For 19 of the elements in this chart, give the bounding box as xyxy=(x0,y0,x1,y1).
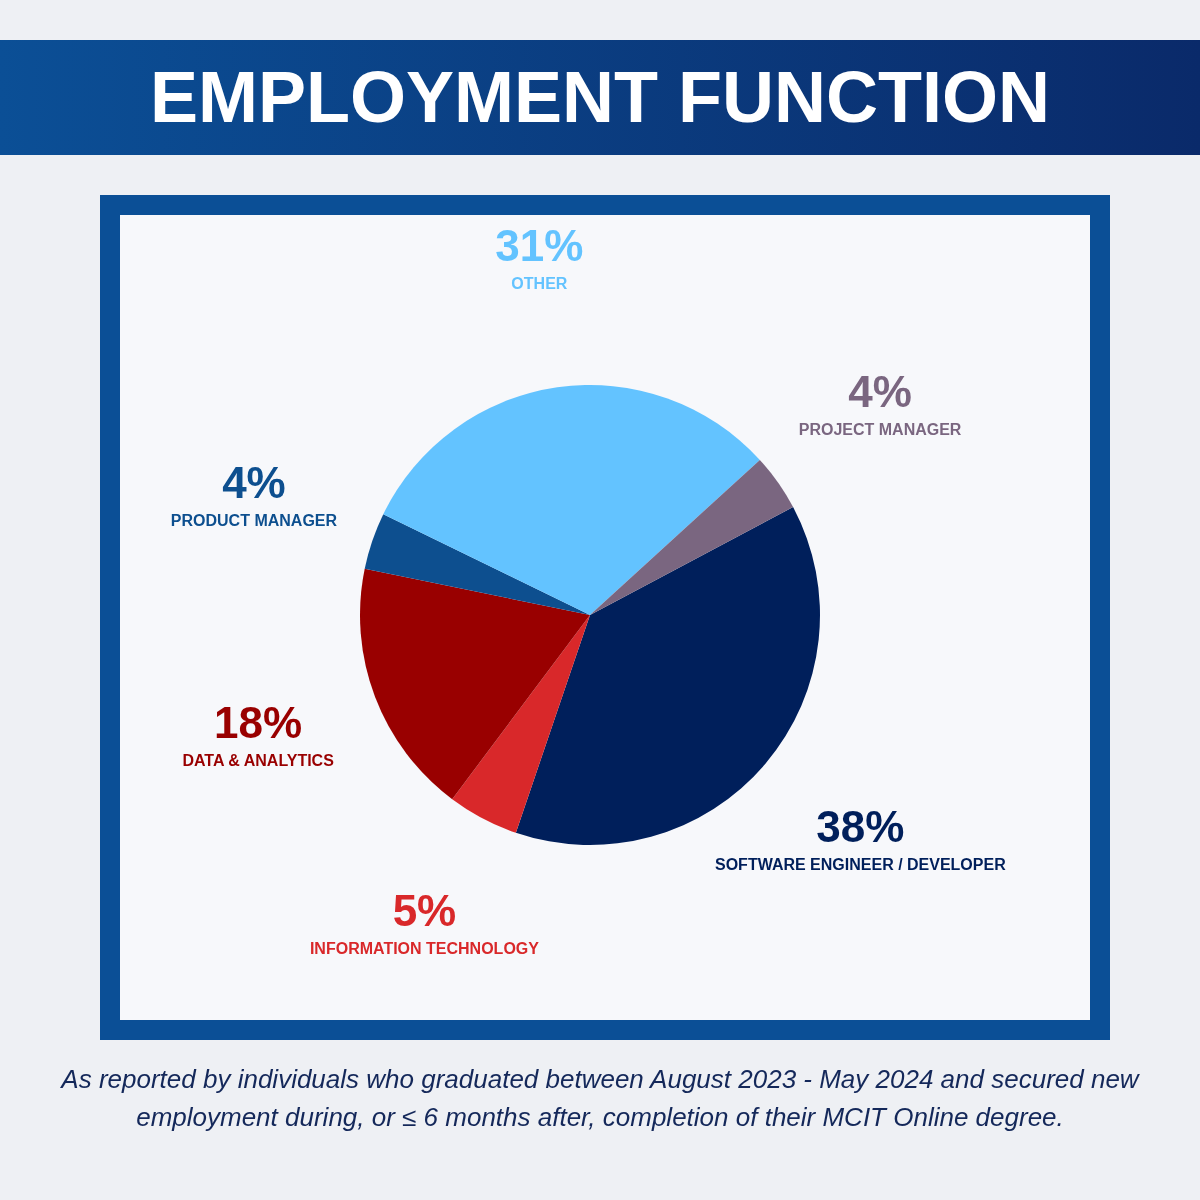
text: As reported by individuals who graduated between August 2023 - May 2024 and secured new employment during, or ≤ 6 months after, completion of their MCIT Online degree. xyxy=(59,1063,1141,1134)
data-label: 31% xyxy=(495,220,584,270)
pie-slice xyxy=(452,615,590,833)
data-label: 4% xyxy=(848,367,912,417)
pie-slice xyxy=(383,385,760,615)
slice-label: PRODUCT MANAGER xyxy=(170,511,338,529)
data-label: 5% xyxy=(392,886,457,936)
slice-label: PROJECT MANAGER xyxy=(798,421,962,439)
data-label: 4% xyxy=(222,457,286,507)
slice-label: SOFTWARE ENGINEER / DEVELOPER xyxy=(714,856,1007,874)
slice-label: OTHER xyxy=(511,274,568,292)
pie-slice xyxy=(590,459,794,615)
slice-label: DATA & ANALYTICS xyxy=(182,752,335,770)
data-label: 38% xyxy=(816,802,905,852)
pie-slice xyxy=(364,514,590,615)
chart-title: EMPLOYMENT FUNCTION xyxy=(0,40,1200,155)
data-label: 18% xyxy=(214,698,303,748)
slice-label: INFORMATION TECHNOLOGY xyxy=(309,940,540,958)
pie-slice xyxy=(360,568,590,800)
